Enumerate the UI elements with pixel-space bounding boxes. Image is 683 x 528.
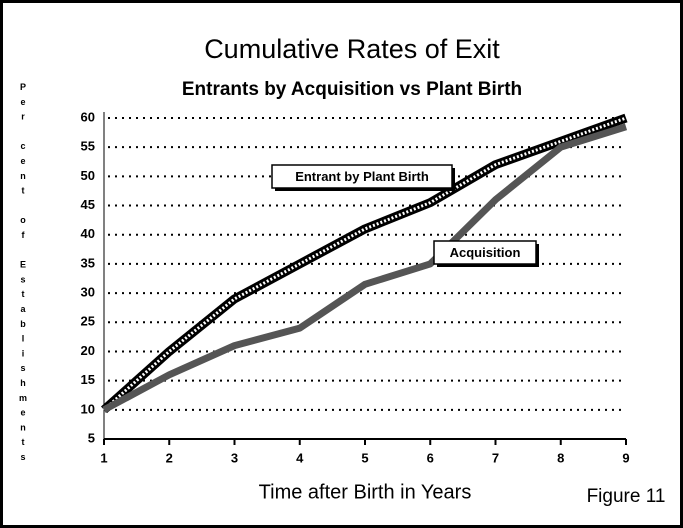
y-tick-label: 40 xyxy=(81,226,95,241)
y-tick-label: 15 xyxy=(81,372,95,387)
x-tick-label: 5 xyxy=(361,450,368,465)
y-tick-label: 30 xyxy=(81,285,95,300)
x-tick-label: 6 xyxy=(427,450,434,465)
legend-label: Acquisition xyxy=(450,245,521,260)
y-tick-label: 35 xyxy=(81,255,95,270)
series-line xyxy=(100,113,628,414)
x-tick-label: 3 xyxy=(231,450,238,465)
x-tick-label: 7 xyxy=(492,450,499,465)
y-tick-label: 5 xyxy=(88,430,95,445)
series-line xyxy=(102,123,628,413)
x-tick-label: 9 xyxy=(622,450,629,465)
x-tick-label: 8 xyxy=(557,450,564,465)
y-tick-label: 20 xyxy=(81,343,95,358)
y-tick-label: 45 xyxy=(81,197,95,212)
chart-title: Cumulative Rates of Exit xyxy=(204,34,500,64)
legend-label: Entrant by Plant Birth xyxy=(295,169,429,184)
x-axis-label: Time after Birth in Years xyxy=(259,481,472,503)
x-tick-label: 2 xyxy=(166,450,173,465)
y-tick-label: 60 xyxy=(81,109,95,124)
legend-box xyxy=(433,240,537,265)
x-tick-label: 4 xyxy=(296,450,304,465)
y-tick-label: 50 xyxy=(81,168,95,183)
y-tick-label: 25 xyxy=(81,314,95,329)
chart-subtitle: Entrants by Acquisition vs Plant Birth xyxy=(182,79,522,100)
y-tick-label: 55 xyxy=(81,139,95,154)
y-tick-label: 10 xyxy=(81,401,95,416)
legend-box xyxy=(271,164,453,189)
figure-label: Figure 11 xyxy=(587,486,666,507)
x-tick-label: 1 xyxy=(100,450,107,465)
